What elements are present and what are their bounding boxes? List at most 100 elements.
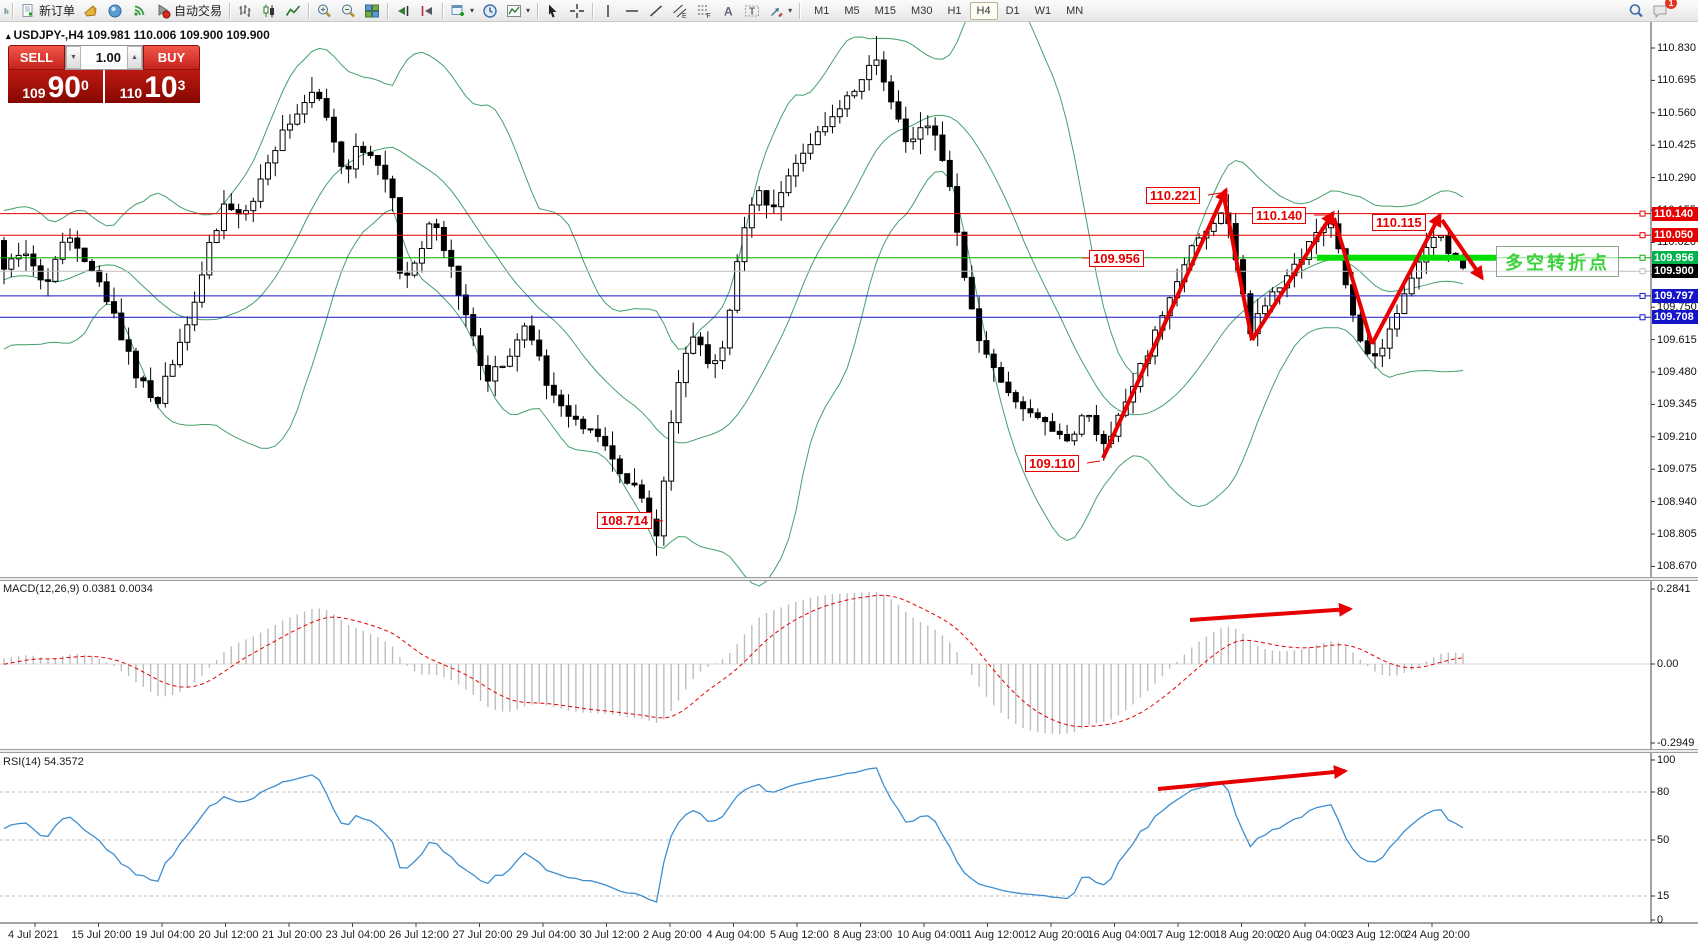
time-axis-label[interactable]: 20 Aug 04:00	[1278, 929, 1343, 941]
indicators-button[interactable]: ▾	[502, 1, 534, 21]
trend-arrow[interactable]	[1332, 217, 1374, 345]
price-tag-109.708[interactable]: 109.708	[1652, 310, 1698, 325]
trend-arrow[interactable]	[1440, 218, 1484, 281]
volume-increase-button[interactable]: ▲	[127, 46, 142, 69]
timeframe-button-h1[interactable]: H1	[947, 4, 962, 17]
volume-decrease-button[interactable]: ▼	[66, 46, 81, 69]
trendline-button[interactable]	[644, 1, 668, 21]
candle-chart-button[interactable]	[257, 1, 281, 21]
macd-arrow[interactable]	[1189, 602, 1353, 622]
time-axis-label[interactable]: 30 Jul 12:00	[579, 929, 640, 941]
separator	[308, 2, 310, 19]
autotrading-button[interactable]: 自动交易	[151, 1, 226, 21]
timeframe-button-mn[interactable]: MN	[1066, 4, 1084, 17]
time-axis-label[interactable]: 12 Aug 20:00	[1024, 929, 1089, 941]
price-tag-109.797[interactable]: 109.797	[1652, 288, 1698, 303]
zoom-out-button[interactable]	[336, 1, 360, 21]
timeframe-button-m30[interactable]: M30	[911, 4, 933, 17]
price-label-109.110[interactable]: 109.110	[1025, 455, 1080, 472]
price-label-110.140[interactable]: 110.140	[1252, 207, 1307, 224]
annotation-turning-point[interactable]: 多空转折点	[1496, 246, 1619, 277]
timeframe-button-m5[interactable]: M5	[844, 4, 860, 17]
clock-button[interactable]	[478, 1, 502, 21]
splitter-main-macd[interactable]	[0, 577, 1698, 581]
time-axis-label[interactable]: 24 Aug 20:00	[1405, 929, 1470, 941]
hline-handle[interactable]	[1639, 210, 1646, 217]
rsi-arrow[interactable]	[1157, 765, 1348, 791]
price-label-110.221[interactable]: 110.221	[1146, 187, 1201, 204]
time-axis-label[interactable]: 17 Aug 12:00	[1151, 929, 1216, 941]
channel-button[interactable]: E	[668, 1, 692, 21]
metaeditor-icon[interactable]	[79, 1, 103, 21]
notifications-button[interactable]: 1	[1648, 0, 1677, 21]
trend-arrow[interactable]	[1370, 212, 1442, 345]
new-order-button[interactable]: 新订单	[16, 1, 79, 21]
time-axis-label[interactable]: 27 Jul 20:00	[452, 929, 513, 941]
tile-windows-button[interactable]	[360, 1, 384, 21]
bid-price[interactable]: 109 90 0	[8, 70, 103, 103]
timeframe-button-h4[interactable]: H4	[969, 1, 998, 20]
price-tag-109.956[interactable]: 109.956	[1652, 250, 1698, 265]
timeframe-button-m15[interactable]: M15	[874, 4, 897, 17]
price-tag-110.050[interactable]: 110.050	[1652, 228, 1698, 243]
hline-handle[interactable]	[1639, 314, 1646, 321]
time-axis-label[interactable]: 29 Jul 04:00	[516, 929, 576, 941]
horizontal-line-button[interactable]	[620, 1, 644, 21]
timeframe-button-w1[interactable]: W1	[1034, 4, 1052, 17]
auto-scroll-button[interactable]	[391, 1, 415, 21]
price-tag-109.900[interactable]: 109.900	[1652, 264, 1698, 279]
time-axis-label[interactable]: 11 Aug 12:00	[960, 929, 1025, 941]
price-label-110.115[interactable]: 110.115	[1372, 214, 1426, 231]
time-axis-label[interactable]: 10 Aug 04:00	[897, 929, 962, 941]
timeframe-button-d1[interactable]: D1	[1005, 4, 1020, 17]
signals-icon[interactable]	[127, 1, 151, 21]
cursor-button[interactable]	[541, 1, 565, 21]
volume-input[interactable]: ▼ 1.00 ▲	[65, 45, 143, 70]
bar-chart-button[interactable]	[233, 1, 257, 21]
splitter-macd-rsi[interactable]	[0, 749, 1698, 753]
time-axis-label[interactable]: 23 Jul 04:00	[325, 929, 386, 941]
buy-button[interactable]: BUY	[143, 45, 200, 70]
crosshair-button[interactable]	[565, 1, 589, 21]
time-axis-label[interactable]: 20 Jul 12:00	[198, 929, 259, 941]
time-axis-label[interactable]: 8 Aug 23:00	[833, 929, 893, 941]
arrows-button[interactable]: ▾	[764, 1, 796, 21]
time-axis-label[interactable]: 21 Jul 20:00	[262, 929, 322, 941]
hline-handle[interactable]	[1639, 268, 1646, 275]
timeframe-button-m1[interactable]: M1	[814, 4, 830, 17]
time-axis-label[interactable]: 4 Jul 2021	[8, 929, 59, 941]
line-chart-button[interactable]	[281, 1, 305, 21]
ask-price[interactable]: 110 10 3	[105, 70, 200, 103]
hline-handle[interactable]	[1639, 232, 1646, 239]
text-button[interactable]: A	[716, 1, 740, 21]
time-axis-label[interactable]: 15 Jul 20:00	[71, 929, 132, 941]
chart-shift-button[interactable]	[415, 1, 439, 21]
fibonacci-button[interactable]: F	[692, 1, 716, 21]
time-axis-label[interactable]: 2 Aug 20:00	[643, 929, 702, 941]
time-axis-label[interactable]: 19 Jul 04:00	[135, 929, 195, 941]
time-axis-label[interactable]: 4 Aug 04:00	[706, 929, 766, 941]
trend-arrow[interactable]	[1101, 187, 1228, 459]
new-chart-button[interactable]: ▾	[446, 1, 478, 21]
zoom-in-button[interactable]	[312, 1, 336, 21]
label-button[interactable]: T	[740, 1, 764, 21]
time-axis-label[interactable]: 18 Aug 20:00	[1214, 929, 1280, 941]
crosshair-icon	[570, 3, 585, 18]
price-label-108.714[interactable]: 108.714	[597, 512, 652, 529]
time-axis-label[interactable]: 5 Aug 12:00	[770, 929, 829, 941]
trend-arrow[interactable]	[1222, 196, 1254, 341]
charts-icon[interactable]	[0, 1, 9, 21]
price-tag-110.140[interactable]: 110.140	[1652, 206, 1698, 221]
price-label-109.956[interactable]: 109.956	[1089, 250, 1144, 267]
time-axis-label[interactable]: 26 Jul 12:00	[389, 929, 449, 941]
time-axis-label[interactable]: 16 Aug 04:00	[1087, 929, 1153, 941]
search-button[interactable]	[1624, 1, 1648, 21]
hline-handle[interactable]	[1639, 254, 1646, 261]
community-icon[interactable]	[103, 1, 127, 21]
time-axis-label[interactable]: 23 Aug 12:00	[1341, 929, 1407, 941]
vertical-line-button[interactable]	[596, 1, 620, 21]
sell-button[interactable]: SELL	[8, 45, 65, 70]
hline-handle[interactable]	[1639, 292, 1646, 299]
trend-arrow[interactable]	[1250, 210, 1335, 342]
